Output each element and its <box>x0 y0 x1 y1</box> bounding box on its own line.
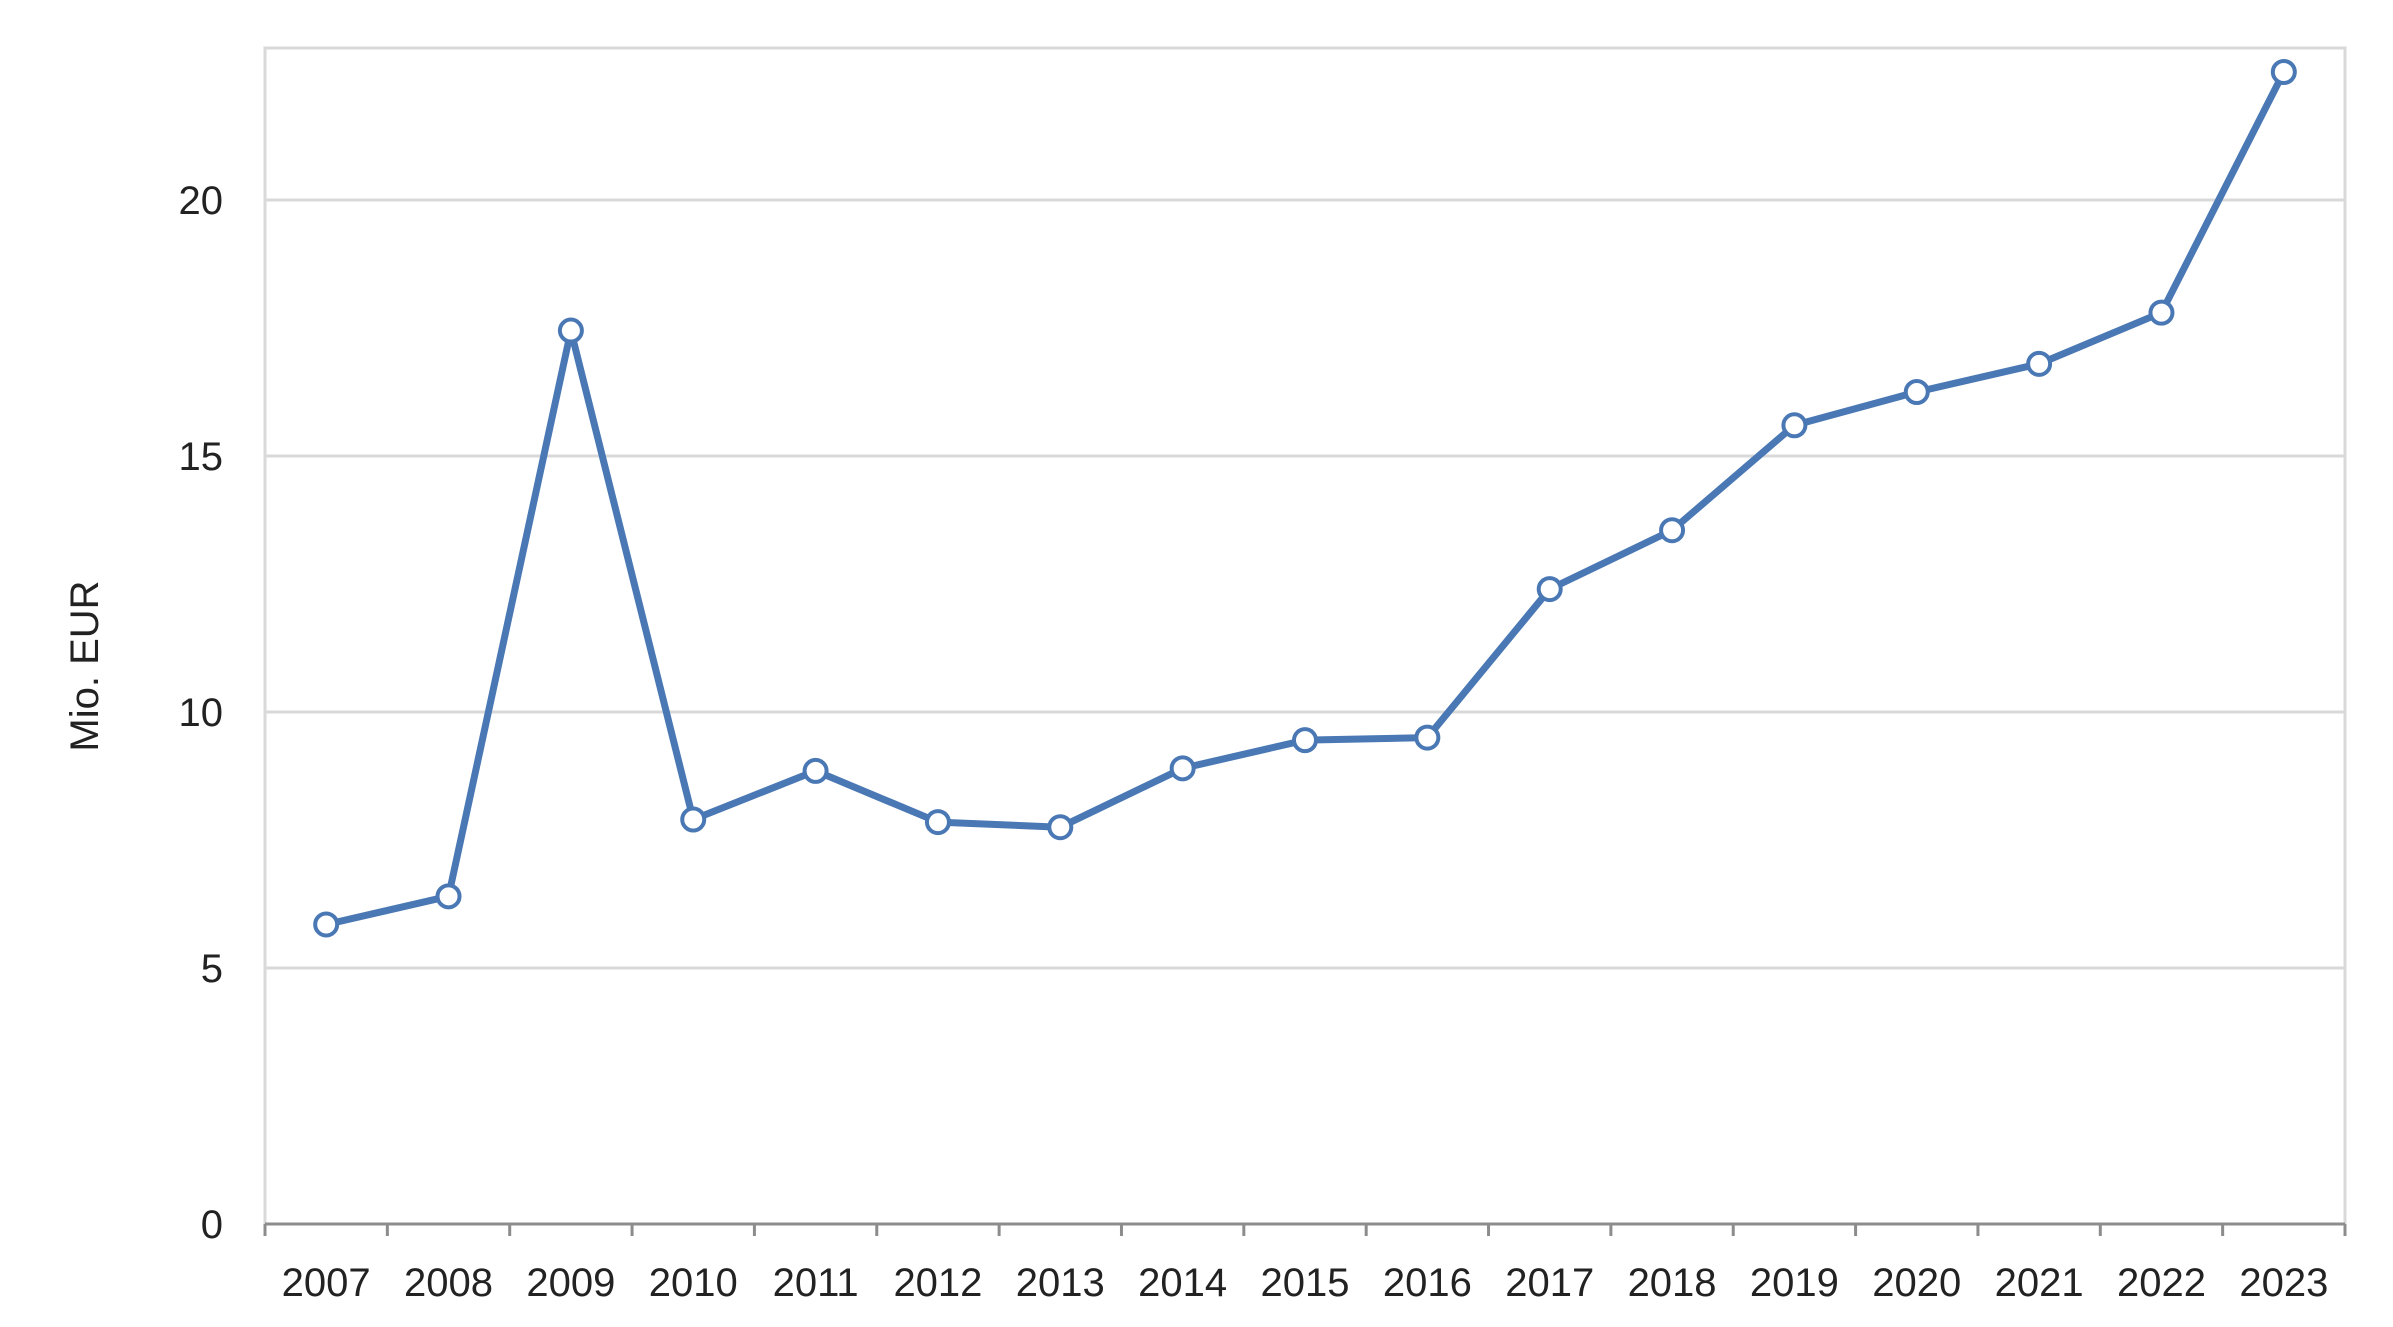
data-point <box>1903 379 1930 405</box>
x-tick-label: 2017 <box>1505 1261 1594 1305</box>
data-point <box>1781 412 1808 439</box>
data-point <box>313 911 340 938</box>
x-tick-label: 2016 <box>1383 1261 1472 1305</box>
data-point <box>557 317 584 344</box>
data-point <box>1536 576 1563 603</box>
data-point <box>435 883 462 910</box>
x-tick-label: 2022 <box>2117 1261 2206 1305</box>
x-tick-label: 2015 <box>1261 1261 1350 1305</box>
data-point <box>1169 755 1196 782</box>
plot-frame <box>263 46 2347 1226</box>
x-tick-label: 2023 <box>2239 1261 2328 1305</box>
x-tick-label: 2010 <box>649 1261 738 1305</box>
data-point <box>2026 350 2053 377</box>
grid-layer <box>265 198 2345 970</box>
x-tick-label: 2018 <box>1628 1261 1717 1305</box>
y-tick-label: 5 <box>201 947 223 991</box>
label-layer: 0 5 10 15 20 2007 2008 2009 2010 2011 2012 2013 2014… <box>179 179 2329 1305</box>
x-tick-label: 2008 <box>404 1261 493 1305</box>
axis-layer <box>263 1222 2347 1236</box>
x-tick-label: 2011 <box>773 1261 859 1305</box>
x-tick-label: 2019 <box>1750 1261 1839 1305</box>
data-point <box>1414 724 1441 751</box>
data-point <box>924 809 951 836</box>
y-tick-label: 0 <box>201 1203 223 1247</box>
y-tick-label: 15 <box>179 435 224 479</box>
data-point <box>680 806 707 833</box>
series-layer <box>313 59 2297 938</box>
y-tick-label: 20 <box>179 179 224 223</box>
x-tick-label: 2007 <box>282 1261 371 1305</box>
data-point <box>1292 727 1318 754</box>
data-point <box>2148 299 2175 326</box>
x-tick-label: 2009 <box>526 1261 615 1305</box>
data-point <box>2270 59 2297 85</box>
x-tick-label: 2021 <box>1995 1261 2084 1305</box>
y-tick-label: 10 <box>179 691 224 735</box>
x-tick-label: 2013 <box>1016 1261 1105 1305</box>
x-tick-label: 2012 <box>893 1261 982 1305</box>
x-tick-label: 2014 <box>1138 1261 1227 1305</box>
data-point <box>1047 814 1074 841</box>
data-point <box>802 757 829 784</box>
data-point <box>1659 517 1686 544</box>
y-axis-title: Mio. EUR <box>63 580 107 751</box>
x-tick-label: 2020 <box>1872 1261 1961 1305</box>
